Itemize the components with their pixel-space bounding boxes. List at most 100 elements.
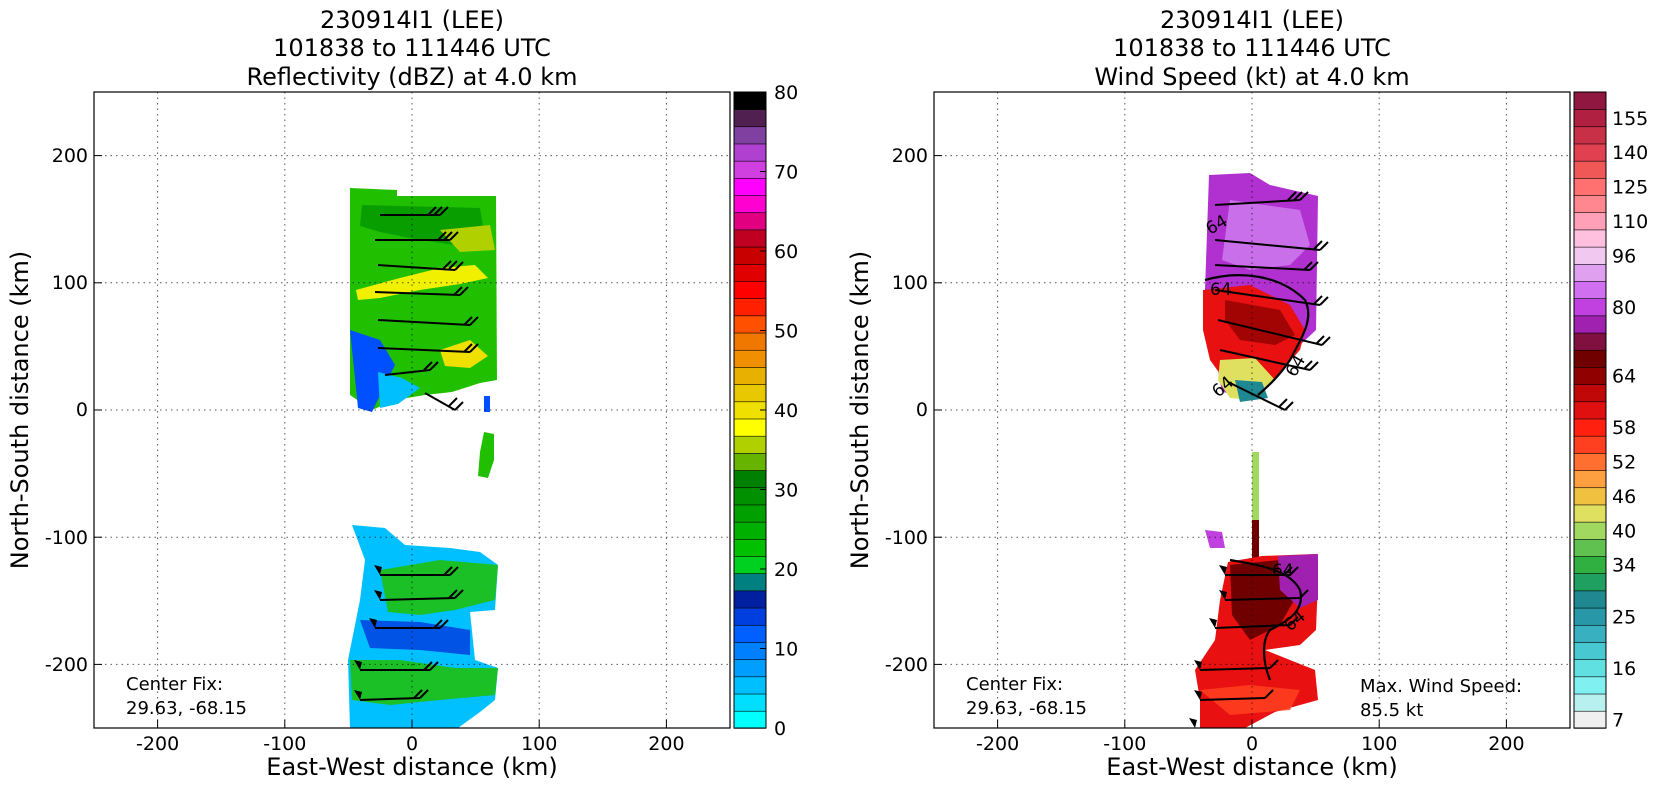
- wind-colorbar-cell: [1573, 418, 1607, 437]
- wind-plot-area: [1195, 173, 1318, 728]
- reflectivity-y-tick-labels: 200 100 0 -100 -200: [45, 145, 88, 676]
- wind-contours: [1204, 274, 1310, 681]
- wind-colorbar-tick-label: 16: [1612, 658, 1636, 680]
- reflectivity-colorbar-cell: [733, 521, 767, 540]
- reflectivity-plot-area: [348, 188, 498, 728]
- reflectivity-colorbar-cell: [733, 658, 767, 678]
- wind-colorbar-cell: [1573, 504, 1607, 523]
- reflectivity-colorbar-cell: [733, 572, 767, 592]
- wind-colorbar: [1573, 91, 1607, 729]
- reflectivity-colorbar-cell: [733, 693, 767, 712]
- reflectivity-title-line-3: Reflectivity (dBZ) at 4.0 km: [247, 63, 578, 91]
- wind-title-line-2: 101838 to 111446 UTC: [1113, 34, 1391, 62]
- reflectivity-echo-fragment-small: [484, 396, 490, 412]
- wind-colorbar-cell: [1573, 572, 1607, 592]
- wind-colorbar-cell: [1573, 590, 1607, 609]
- reflectivity-title-line-2: 101838 to 111446 UTC: [273, 34, 551, 62]
- reflectivity-x-tick-label: 0: [406, 733, 418, 755]
- reflectivity-gridlines: [94, 92, 730, 728]
- wind-x-tick-label: 200: [1488, 733, 1524, 755]
- reflectivity-colorbar-cell: [733, 624, 767, 643]
- reflectivity-colorbar-cell: [733, 108, 767, 128]
- wind-colorbar-tick-label: 110: [1612, 211, 1648, 233]
- reflectivity-colorbar-tick-label: 50: [774, 321, 798, 343]
- wind-gridlines: [934, 92, 1570, 728]
- wind-colorbar-cell: [1573, 194, 1607, 214]
- wind-colorbar-cell: [1573, 177, 1607, 196]
- reflectivity-colorbar-cell: [733, 263, 767, 282]
- reflectivity-colorbar-tick-label: 80: [774, 82, 798, 104]
- reflectivity-colorbar-tick-label: 40: [774, 400, 798, 422]
- wind-x-tick-label: -200: [976, 733, 1019, 755]
- wind-center-fix-label: Center Fix:: [966, 674, 1063, 695]
- wind-center-fix-value: 29.63, -68.15: [966, 698, 1087, 719]
- reflectivity-x-axis-label: East-West distance (km): [266, 753, 557, 781]
- reflectivity-colorbar-cell: [733, 212, 767, 231]
- wind-colorbar-cell: [1573, 366, 1607, 385]
- wind-title-line-3: Wind Speed (kt) at 4.0 km: [1094, 63, 1409, 91]
- reflectivity-colorbar-cell: [733, 280, 767, 299]
- wind-colorbar-labels: 7 16 25 34 40 46 52 58 64 80 96 110 125 140 155: [1612, 108, 1648, 732]
- wind-colorbar-cell: [1573, 487, 1607, 506]
- wind-title-line-1: 230914I1 (LEE): [1160, 6, 1344, 34]
- wind-colorbar-cell: [1573, 332, 1607, 351]
- reflectivity-colorbar-tick-label: 20: [774, 559, 798, 581]
- reflectivity-colorbar-cell: [733, 229, 767, 248]
- wind-y-tick-labels: 200 100 0 -100 -200: [885, 145, 928, 676]
- wind-colorbar-tick-label: 25: [1612, 606, 1636, 628]
- wind-colorbar-cell: [1573, 91, 1607, 110]
- reflectivity-colorbar-tick-label: 60: [774, 241, 798, 263]
- reflectivity-echo-blue-edge: [350, 330, 395, 412]
- wind-colorbar-cell: [1573, 469, 1607, 489]
- reflectivity-echo-south-green-2: [350, 660, 498, 705]
- wind-colorbar-cell: [1573, 401, 1607, 420]
- wind-field-stem-dark: [1252, 520, 1259, 565]
- reflectivity-colorbar-tick-label: 10: [774, 639, 798, 661]
- reflectivity-colorbar: [733, 91, 767, 729]
- reflectivity-ticks: [94, 155, 667, 728]
- wind-y-axis-label: North-South distance (km): [846, 251, 874, 570]
- reflectivity-x-tick-label: -100: [263, 733, 306, 755]
- reflectivity-wind-barbs: [359, 206, 479, 701]
- wind-colorbar-cell: [1573, 641, 1607, 660]
- reflectivity-y-tick-label: 100: [52, 272, 88, 294]
- reflectivity-colorbar-cell: [733, 349, 767, 368]
- wind-colorbar-cell: [1573, 555, 1607, 574]
- reflectivity-colorbar-cell: [733, 607, 767, 626]
- wind-colorbar-cell: [1573, 280, 1607, 299]
- wind-colorbar-cell: [1573, 349, 1607, 368]
- wind-colorbar-cell: [1573, 521, 1607, 540]
- wind-max-speed-label: Max. Wind Speed:: [1360, 676, 1522, 697]
- wind-field-south-orange: [1200, 685, 1300, 715]
- wind-colorbar-cell: [1573, 143, 1607, 162]
- reflectivity-center-fix-value: 29.63, -68.15: [126, 698, 247, 719]
- reflectivity-colorbar-cell: [733, 91, 767, 110]
- reflectivity-colorbar-cell: [733, 194, 767, 214]
- reflectivity-y-tick-label: 200: [52, 145, 88, 167]
- wind-colorbar-cell: [1573, 676, 1607, 695]
- reflectivity-colorbar-cell: [733, 297, 767, 317]
- wind-contour-label: 64: [1272, 561, 1294, 581]
- reflectivity-echo-yellow-1: [356, 265, 488, 300]
- reflectivity-colorbar-cell: [733, 555, 767, 574]
- wind-y-tick-label: 200: [892, 145, 928, 167]
- wind-colorbar-cell: [1573, 246, 1607, 265]
- reflectivity-colorbar-tick-label: 70: [774, 162, 798, 184]
- wind-colorbar-frame: [1573, 91, 1607, 729]
- reflectivity-colorbar-cell: [733, 469, 767, 489]
- wind-field-north-lavender: [1222, 200, 1310, 270]
- wind-colorbar-cell: [1573, 607, 1607, 626]
- wind-colorbar-tick-label: 80: [1612, 297, 1636, 319]
- reflectivity-y-axis-label: North-South distance (km): [6, 251, 34, 570]
- reflectivity-colorbar-cell: [733, 126, 767, 145]
- wind-colorbar-cell: [1573, 538, 1607, 557]
- wind-x-tick-label: 0: [1246, 733, 1258, 755]
- wind-ticks: [934, 155, 1507, 728]
- reflectivity-colorbar-cell: [733, 641, 767, 660]
- reflectivity-colorbar-cell: [733, 160, 767, 179]
- reflectivity-barb-flags: [354, 565, 382, 700]
- wind-x-tick-label: -100: [1103, 733, 1146, 755]
- wind-barb-flags: [1189, 565, 1227, 728]
- reflectivity-echo-fragment: [478, 432, 494, 478]
